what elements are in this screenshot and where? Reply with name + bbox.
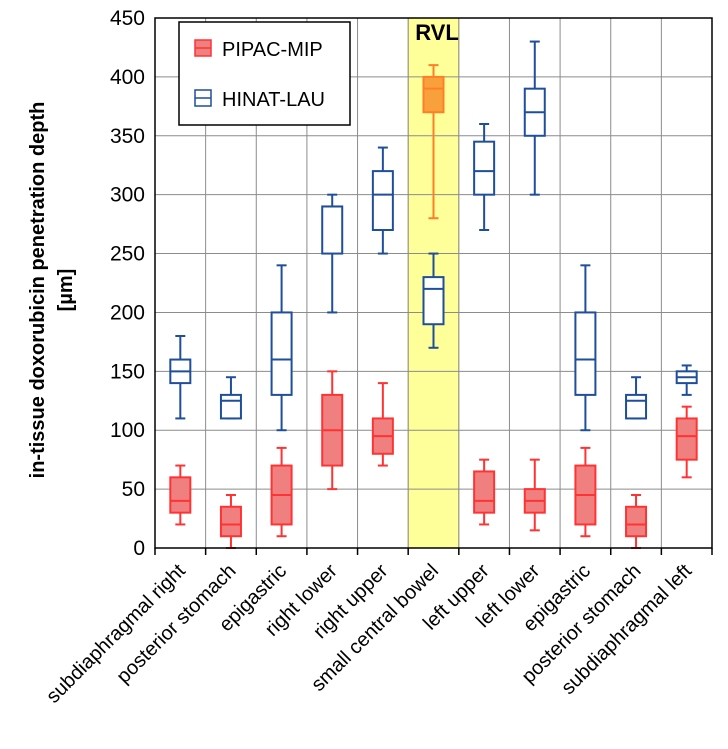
box-iqr (371, 170, 394, 232)
box-pipac-9 (625, 494, 648, 549)
legend-label-pipac: PIPAC-MIP (222, 39, 323, 61)
box-hinat-9 (625, 376, 648, 420)
y-tick-label: 200 (110, 301, 145, 324)
y-tick-label: 150 (110, 360, 145, 383)
y-axis-unit: [µm] (55, 269, 77, 312)
box-hinat-2 (270, 264, 293, 432)
box-pipac-2 (270, 446, 293, 538)
box-pipac-0 (169, 464, 192, 526)
box-hinat-5 (422, 252, 445, 349)
box-pipac-7 (523, 458, 546, 532)
box-iqr (473, 140, 496, 196)
box-pipac-6 (473, 458, 496, 526)
y-tick-label: 50 (122, 478, 145, 501)
box-iqr (270, 311, 293, 396)
y-tick-label: 250 (110, 243, 145, 266)
box-pipac-1 (219, 494, 242, 549)
box-hinat-3 (321, 193, 344, 314)
legend: PIPAC-MIP HINAT-LAU (178, 21, 351, 126)
box-iqr (219, 505, 242, 538)
box-iqr (625, 393, 648, 420)
box-pipac-8 (574, 446, 597, 538)
y-tick-label: 450 (110, 7, 145, 30)
box-iqr (473, 470, 496, 514)
y-tick-label: 0 (133, 537, 145, 560)
box-hinat-7 (523, 40, 546, 196)
y-tick-label: 350 (110, 125, 145, 148)
box-hinat-6 (473, 123, 496, 231)
box-hinat-0 (169, 335, 192, 420)
box-hinat-1 (219, 376, 242, 420)
y-tick-label: 300 (110, 184, 145, 207)
box-iqr (625, 505, 648, 538)
box-iqr (422, 276, 445, 326)
box-iqr (574, 311, 597, 396)
box-pipac-4 (371, 382, 394, 467)
rvl-label: RVL (415, 20, 459, 45)
box-hinat-8 (574, 264, 597, 432)
y-tick-label: 400 (110, 66, 145, 89)
legend-box (178, 21, 351, 126)
legend-label-hinat: HINAT-LAU (222, 89, 325, 111)
box-iqr (219, 393, 242, 420)
box-iqr (675, 417, 698, 461)
box-pipac-5 (422, 64, 445, 220)
box-pipac-3 (321, 370, 344, 491)
box-pipac-10 (675, 405, 698, 479)
box-iqr (169, 476, 192, 514)
box-iqr (422, 75, 445, 114)
y-axis-label: in-tissue doxorubicin penetration depth (27, 102, 49, 479)
box-iqr (321, 205, 344, 255)
box-hinat-10 (675, 364, 698, 396)
box-hinat-4 (371, 146, 394, 255)
plot-frame (154, 17, 713, 549)
y-tick-label: 100 (110, 419, 145, 442)
